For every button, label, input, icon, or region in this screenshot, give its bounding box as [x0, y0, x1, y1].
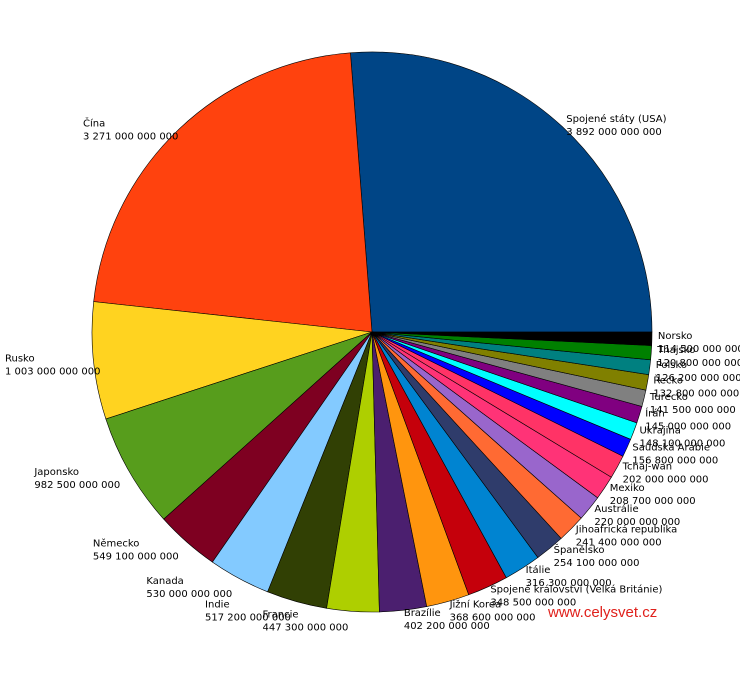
value-label: 549 100 000 000	[93, 552, 179, 563]
slice-label: Řecko	[653, 374, 683, 387]
value-label: 447 300 000 000	[262, 622, 348, 633]
slice-label: Rusko	[5, 354, 35, 365]
value-label: 1 003 000 000 000	[5, 367, 100, 378]
slice-label: Mexiko	[610, 483, 645, 494]
slice-label: Kanada	[146, 576, 183, 587]
value-label: 126 200 000 000	[656, 373, 740, 384]
value-label: 254 100 000 000	[554, 558, 640, 569]
pie-slice	[91, 301, 373, 420]
watermark: www.celysvet.cz	[547, 604, 657, 621]
slice-label: Čína	[83, 117, 105, 130]
slice-label: Saúdská Arábie	[632, 441, 710, 453]
slice-label: Španělsko	[554, 543, 605, 556]
value-label: 241 400 000 000	[576, 538, 662, 549]
slice-label: Austrálie	[594, 503, 638, 515]
value-label: 402 200 000 000	[404, 621, 490, 632]
value-label: 132 800 000 000	[653, 389, 739, 400]
slice-label: Indie	[205, 599, 230, 610]
pie-slice	[350, 51, 653, 333]
value-label: 982 500 000 000	[34, 480, 120, 491]
slice-label: Turecko	[649, 392, 688, 403]
value-label: 316 300 000 000	[526, 578, 612, 589]
value-label: 202 000 000 000	[623, 475, 709, 486]
value-label: 148 100 000 000	[639, 438, 725, 449]
value-label: 348 500 000 000	[490, 597, 576, 608]
slice-label: Německo	[93, 538, 140, 550]
slice-label: Írán	[645, 406, 665, 419]
slice-label: Thajsko	[656, 345, 695, 356]
slice-label: Francie	[262, 609, 298, 620]
slice-label: Spojené státy (USA)	[566, 113, 666, 125]
value-label: 156 800 000 000	[632, 455, 718, 466]
value-label: 368 600 000 000	[450, 612, 536, 623]
value-label: 120 800 000 000	[657, 358, 740, 369]
value-label: 530 000 000 000	[146, 589, 232, 600]
slice-label: Itálie	[526, 564, 551, 576]
slice-label: Japonsko	[33, 467, 79, 478]
value-label: 141 500 000 000	[650, 405, 736, 416]
value-label: 114 500 000 000	[658, 344, 740, 355]
value-label: 3 892 000 000 000	[566, 127, 661, 138]
pie-slice	[93, 52, 373, 333]
slice-label: Jižní Korea	[449, 598, 502, 610]
pie-slice	[371, 331, 653, 346]
value-label: 517 200 000 000	[205, 612, 291, 623]
slice-label: Ukrajina	[639, 425, 680, 436]
slice-label: Polsko	[656, 360, 687, 371]
value-label: 208 700 000 000	[610, 496, 696, 507]
pie-slice	[105, 331, 373, 520]
slice-label: Norsko	[658, 331, 692, 342]
value-label: 220 000 000 000	[594, 517, 680, 528]
value-label: 145 000 000 000	[645, 421, 731, 432]
slice-label: Spojené království (Velká Británie)	[490, 583, 662, 595]
slice-label: Brazílie	[404, 607, 441, 619]
slice-label: Jihoafrická republika	[575, 524, 678, 536]
slice-label: Tchaj-wan	[622, 462, 672, 473]
value-label: 3 271 000 000 000	[83, 132, 178, 143]
